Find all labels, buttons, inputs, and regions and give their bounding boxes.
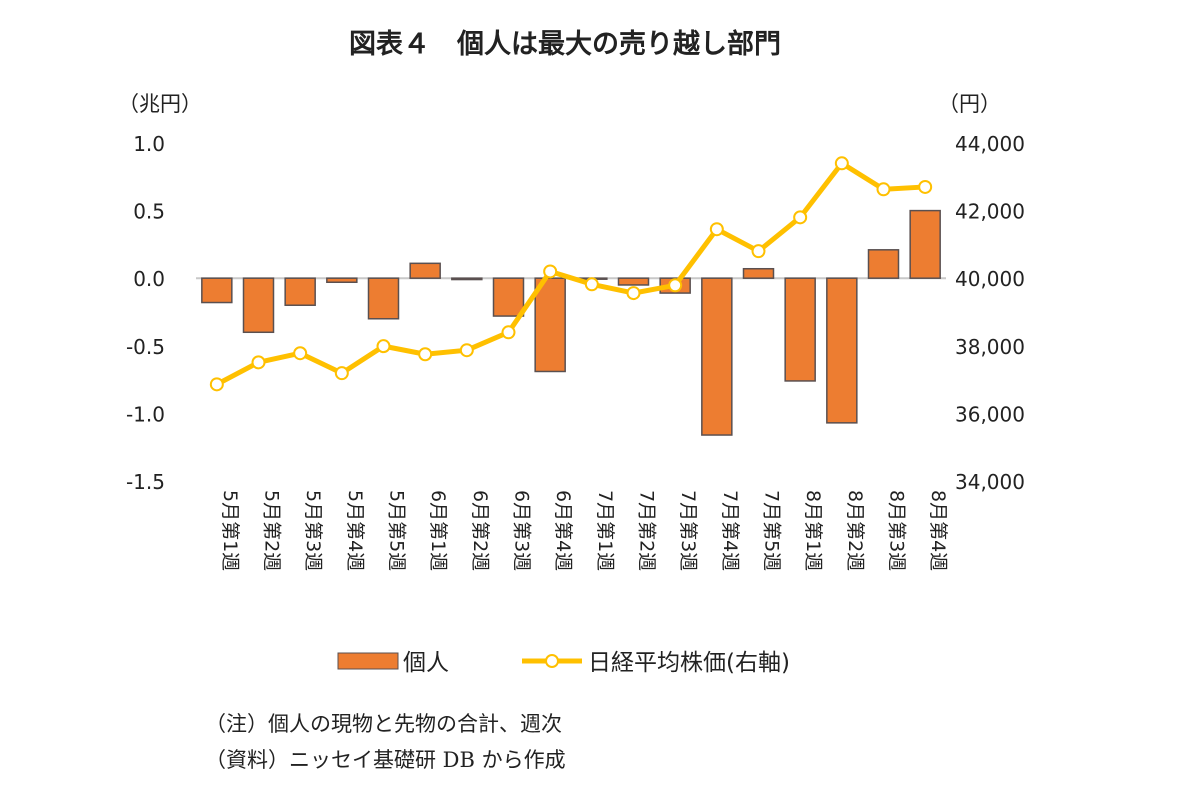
right-axis-tick: 38,000 <box>955 335 1025 359</box>
nikkei-point-6月第1週 <box>418 347 433 362</box>
x-tick-label: 8月第4週 <box>927 490 949 571</box>
nikkei-point-7月第3週 <box>668 278 683 293</box>
bar-7月第5週 <box>742 267 775 279</box>
bar-8月第3週 <box>867 249 900 279</box>
bar-5月第1週 <box>201 277 233 304</box>
legend-bar-swatch <box>337 652 399 670</box>
nikkei-point-8月第1週 <box>793 210 808 225</box>
x-tick-label: 6月第2週 <box>469 490 491 571</box>
bar-7月第4週 <box>701 277 733 436</box>
note-text: （注）個人の現物と先物の合計、週次 <box>205 712 562 736</box>
nikkei-point-6月第2週 <box>459 343 474 358</box>
nikkei-point-5月第5週 <box>376 339 391 354</box>
legend-line-label: 日経平均株価(右軸) <box>588 650 790 676</box>
nikkei-line <box>215 160 926 387</box>
x-tick-label: 8月第2週 <box>844 490 866 571</box>
x-tick-label: 8月第3週 <box>886 490 908 571</box>
nikkei-point-6月第3週 <box>501 325 516 340</box>
x-tick-label: 5月第4週 <box>344 490 366 571</box>
right-axis-unit: （円） <box>938 92 1001 116</box>
left-axis-unit: （兆円） <box>118 92 202 116</box>
nikkei-point-7月第1週 <box>584 277 599 292</box>
left-axis-tick: -0.5 <box>126 335 165 359</box>
nikkei-point-7月第5週 <box>751 244 766 259</box>
bar-8月第1週 <box>784 277 816 382</box>
right-axis-tick: 36,000 <box>955 402 1025 426</box>
chart-title: 図表４ 個人は最大の売り越し部門 <box>349 29 781 60</box>
x-tick-label: 6月第1週 <box>427 490 449 571</box>
nikkei-point-5月第4週 <box>334 366 349 381</box>
bar-6月第1週 <box>409 262 441 279</box>
bar-6月第3週 <box>492 277 525 317</box>
nikkei-point-7月第4週 <box>709 222 724 237</box>
right-axis-tick: 44,000 <box>955 132 1025 156</box>
x-tick-label: 7月第1週 <box>594 490 616 571</box>
x-tick-label: 5月第5週 <box>386 490 408 571</box>
x-tick-label: 6月第4週 <box>552 490 574 571</box>
x-tick-label: 5月第1週 <box>219 490 241 571</box>
x-tick-label: 5月第2週 <box>261 490 283 571</box>
x-tick-label: 7月第5週 <box>761 490 783 571</box>
left-axis-tick: -1.5 <box>126 470 165 494</box>
nikkei-point-7月第2週 <box>626 286 641 301</box>
bar-8月第4週 <box>909 209 941 279</box>
bar-6月第4週 <box>534 277 566 373</box>
nikkei-point-8月第2週 <box>834 156 849 171</box>
source-text: （資料）ニッセイ基礎研 DB から作成 <box>205 748 566 772</box>
bar-5月第4週 <box>326 277 358 284</box>
bar-7月第2週 <box>617 277 650 286</box>
right-axis-tick: 42,000 <box>955 200 1025 224</box>
right-axis-tick: 34,000 <box>955 470 1025 494</box>
nikkei-point-8月第3週 <box>876 182 891 197</box>
x-tick-label: 7月第3週 <box>677 490 699 571</box>
nikkei-point-8月第4週 <box>918 179 933 194</box>
left-axis-tick: 0.0 <box>133 267 165 291</box>
x-tick-label: 5月第3週 <box>302 490 324 571</box>
x-tick-label: 6月第3週 <box>511 490 533 571</box>
right-axis-tick: 40,000 <box>955 267 1025 291</box>
left-axis-tick: -1.0 <box>126 402 165 426</box>
legend-line-marker <box>545 654 559 668</box>
x-tick-label: 7月第4週 <box>719 490 741 571</box>
nikkei-point-6月第4週 <box>543 264 558 279</box>
legend-bar-label: 個人 <box>403 650 449 676</box>
bar-5月第2週 <box>242 277 275 334</box>
bar-5月第3週 <box>284 277 316 306</box>
bar-8月第2週 <box>826 277 858 424</box>
left-axis-tick: 1.0 <box>133 132 165 156</box>
bar-6月第2週 <box>451 277 483 281</box>
x-tick-label: 7月第2週 <box>636 490 658 571</box>
nikkei-point-5月第1週 <box>209 377 224 392</box>
bar-5月第5週 <box>367 277 400 320</box>
nikkei-point-5月第3週 <box>293 346 308 361</box>
x-tick-label: 8月第1週 <box>802 490 824 571</box>
left-axis-tick: 0.5 <box>133 200 165 224</box>
nikkei-point-5月第2週 <box>251 355 266 370</box>
